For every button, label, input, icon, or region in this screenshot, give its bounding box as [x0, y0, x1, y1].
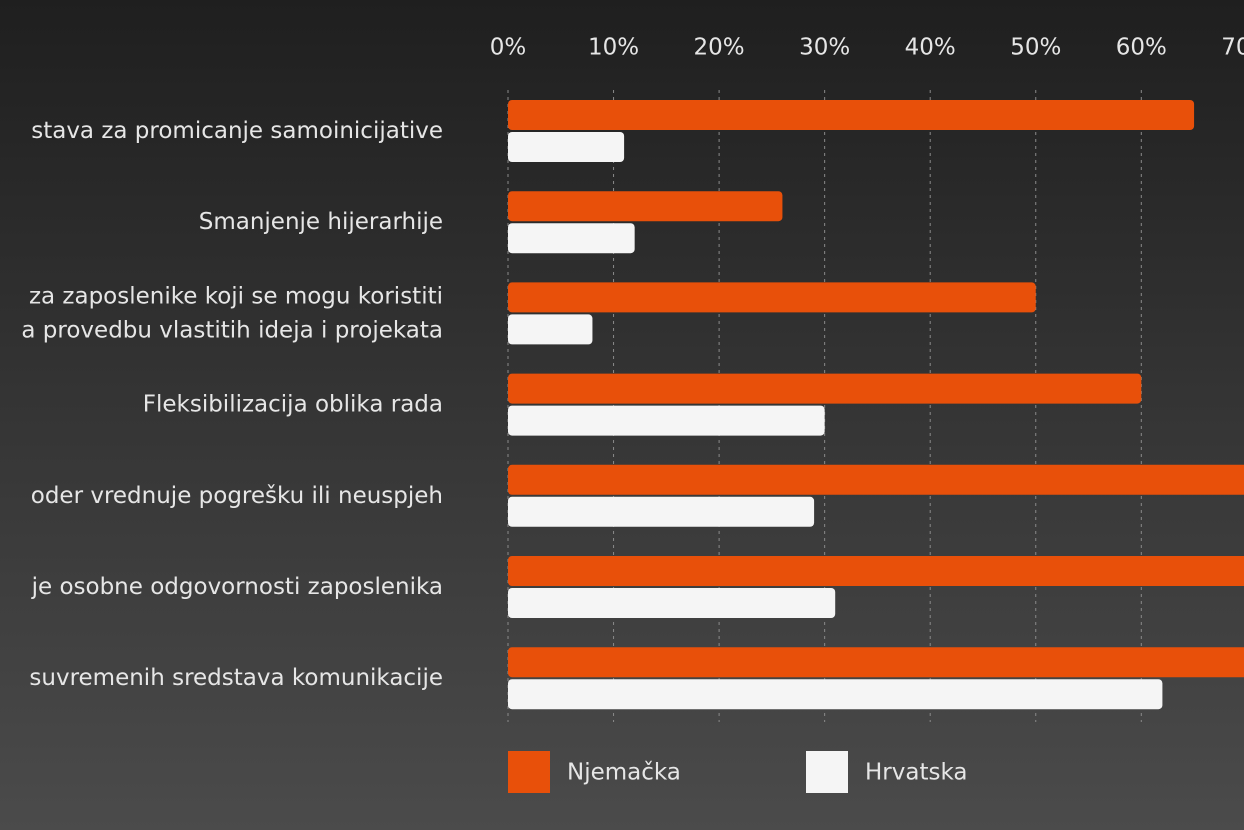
- category-label-line: suvremenih sredstava komunikacije: [29, 665, 443, 691]
- category-label: Smanjenje hijerarhije: [199, 209, 443, 235]
- x-tick-label: 70%: [1221, 35, 1244, 61]
- bar: [508, 373, 1142, 404]
- x-tick-label: 30%: [799, 35, 850, 61]
- bar: [508, 282, 1036, 313]
- bar: [508, 679, 1163, 710]
- bar: [508, 100, 1195, 130]
- bar: [508, 223, 635, 254]
- bar: [508, 496, 815, 527]
- category-label-line: Fleksibilizacija oblika rada: [143, 391, 443, 417]
- category-label: stava za promicanje samoinicijative: [31, 118, 443, 144]
- category-label: oder vrednuje pogrešku ili neuspjeh: [31, 482, 443, 508]
- category-label: je osobne odgovornosti zaposlenika: [31, 574, 443, 600]
- legend-swatch: [806, 751, 848, 793]
- legend-label: Njemačka: [567, 760, 681, 786]
- x-tick-label: 60%: [1116, 35, 1167, 61]
- category-label-line: je osobne odgovornosti zaposlenika: [31, 574, 443, 600]
- category-label-line: stava za promicanje samoinicijative: [31, 118, 443, 144]
- category-label-line: Smanjenje hijerarhije: [199, 209, 443, 235]
- x-tick-label: 50%: [1010, 35, 1061, 61]
- category-label-line: a provedbu vlastitih ideja i projekata: [21, 317, 443, 343]
- bar: [508, 132, 625, 162]
- legend-swatch: [508, 751, 550, 793]
- category-label-line: oder vrednuje pogrešku ili neuspjeh: [31, 482, 443, 508]
- bar: [508, 588, 836, 618]
- x-tick-label: 20%: [694, 35, 745, 61]
- bar: [508, 647, 1244, 678]
- x-tick-label: 40%: [905, 35, 956, 61]
- category-label: za zaposlenike koji se mogu koristiti a p…: [21, 283, 443, 343]
- x-tick-label: 10%: [588, 35, 639, 61]
- bar: [508, 405, 825, 436]
- bar: [508, 556, 1244, 586]
- bar: [508, 464, 1244, 495]
- x-tick-label: 0%: [490, 35, 527, 61]
- category-label: Fleksibilizacija oblika rada: [143, 391, 443, 417]
- bar: [508, 191, 783, 222]
- category-label-line: za zaposlenike koji se mogu koristiti: [29, 283, 443, 309]
- bar: [508, 314, 593, 345]
- category-label: suvremenih sredstava komunikacije: [29, 665, 443, 691]
- legend-label: Hrvatska: [865, 760, 967, 786]
